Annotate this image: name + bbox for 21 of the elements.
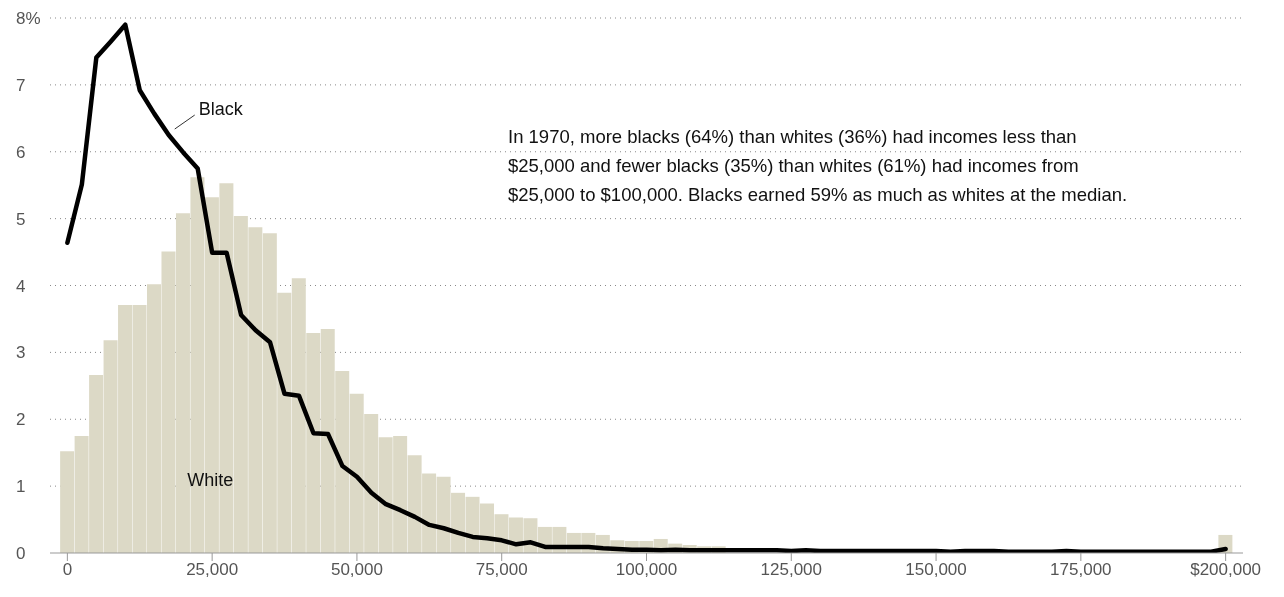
series-label: White: [187, 469, 234, 491]
y-tick-label: 5: [16, 209, 26, 229]
x-tick-label: $200,000: [1190, 560, 1262, 580]
y-tick-label: 8%: [16, 9, 41, 29]
y-tick-label: 3: [16, 343, 26, 363]
x-tick-label: 100,000: [615, 560, 678, 580]
y-tick-label: 1: [16, 477, 26, 497]
y-tick-label: 2: [16, 410, 26, 430]
y-tick-label: 0: [16, 544, 26, 564]
annotation: In 1970, more blacks (64%) than whites (36%) had incomes less than $25,000 and fewer blacks (35%) than whites (61%) had incomes from $25,000 to $100,000. Blacks earned 59% as much as whites at the median.: [508, 125, 1129, 207]
x-tick-label: 25,000: [186, 560, 239, 580]
x-tick-label: 75,000: [475, 560, 528, 580]
series-label: Black: [198, 99, 244, 120]
x-tick-label: 150,000: [905, 560, 967, 580]
x-tick-label: 0: [62, 560, 73, 580]
y-tick-label: 6: [16, 142, 26, 162]
y-tick-label: 4: [16, 276, 26, 296]
x-tick-label: 125,000: [760, 560, 823, 580]
x-tick-label: 50,000: [330, 560, 383, 580]
y-tick-label: 7: [16, 75, 26, 95]
x-tick-label: 175,000: [1050, 560, 1112, 580]
